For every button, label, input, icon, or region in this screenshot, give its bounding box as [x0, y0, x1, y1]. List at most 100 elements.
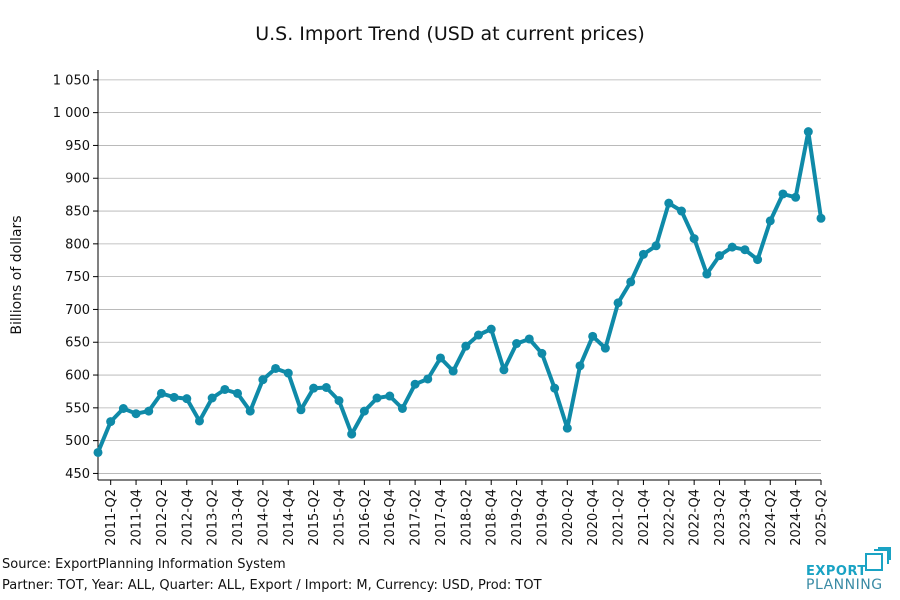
x-tick-label: 2014-Q4: [282, 489, 297, 546]
data-point: [296, 405, 306, 415]
data-point: [626, 277, 636, 287]
data-point: [613, 298, 623, 308]
y-tick-label: 900: [65, 172, 90, 187]
data-point: [803, 127, 813, 137]
x-tick-label: 2017-Q4: [434, 489, 449, 546]
exportplanning-logo: EXPORT PLANNING: [806, 546, 896, 594]
x-tick-label: 2016-Q2: [358, 489, 373, 546]
data-point: [118, 403, 128, 413]
x-tick-label: 2015-Q4: [333, 489, 348, 546]
x-tick-label: 2023-Q4: [738, 489, 753, 546]
data-point: [169, 392, 179, 402]
data-point: [334, 396, 344, 406]
data-point: [309, 383, 319, 393]
grid-lines: [98, 79, 821, 474]
y-tick-label: 700: [65, 303, 90, 318]
logo-word-planning: PLANNING: [806, 577, 883, 593]
x-tick-label: 2025-Q2: [815, 489, 830, 546]
chart-title: U.S. Import Trend (USD at current prices…: [255, 23, 645, 45]
y-tick-label: 1 050: [53, 73, 90, 88]
x-tick-label: 2020-Q2: [561, 489, 576, 546]
data-point: [359, 406, 369, 416]
data-point: [512, 339, 522, 349]
data-point: [537, 348, 547, 358]
source-note: Source: ExportPlanning Information Syste…: [2, 557, 286, 572]
data-point: [245, 406, 255, 416]
x-tick-label: 2012-Q4: [180, 489, 195, 546]
y-tick-label: 650: [65, 336, 90, 351]
data-point: [524, 334, 534, 344]
data-point: [347, 429, 357, 439]
y-tick-label: 850: [65, 205, 90, 220]
data-point: [258, 375, 268, 385]
data-point: [715, 251, 725, 261]
data-point: [638, 249, 648, 259]
data-point: [372, 393, 382, 403]
data-point: [765, 216, 775, 226]
axes: [97, 70, 821, 481]
y-axis-ticks: 450 500 550 600 650 700 750 800 850 900 950 1 000 1 …: [53, 73, 98, 482]
x-tick-label: 2023-Q2: [713, 489, 728, 546]
x-tick-label: 2022-Q4: [688, 489, 703, 546]
x-tick-label: 2024-Q2: [764, 489, 779, 546]
y-tick-label: 1 000: [53, 106, 90, 121]
data-point: [727, 242, 737, 252]
y-tick-label: 450: [65, 467, 90, 482]
data-point: [499, 365, 509, 375]
x-tick-label: 2019-Q2: [510, 489, 525, 546]
x-tick-label: 2020-Q4: [586, 489, 601, 546]
x-tick-label: 2019-Q4: [535, 489, 550, 546]
x-tick-label: 2012-Q2: [155, 489, 170, 546]
data-point: [144, 406, 154, 416]
data-point: [182, 394, 192, 404]
x-tick-label: 2021-Q4: [637, 489, 652, 546]
data-point: [474, 330, 484, 340]
data-point: [562, 423, 572, 433]
x-tick-label: 2013-Q2: [206, 489, 221, 546]
y-tick-label: 600: [65, 369, 90, 384]
y-tick-label: 800: [65, 237, 90, 252]
x-tick-label: 2018-Q4: [485, 489, 500, 546]
x-tick-label: 2011-Q4: [130, 489, 145, 546]
series-line: [96, 129, 823, 455]
y-tick-label: 950: [65, 139, 90, 154]
data-point: [676, 206, 686, 216]
data-point: [397, 403, 407, 413]
data-point: [233, 388, 243, 398]
x-tick-label: 2014-Q2: [256, 489, 271, 546]
y-axis-label: Billions of dollars: [9, 215, 25, 334]
x-tick-label: 2013-Q4: [231, 489, 246, 546]
data-point: [791, 192, 801, 202]
filter-note: Partner: TOT, Year: ALL, Quarter: ALL, E…: [2, 578, 542, 593]
data-point: [753, 255, 763, 265]
data-point: [664, 198, 674, 208]
data-point: [194, 416, 204, 426]
x-axis-ticks: 2011-Q2 2011-Q4 2012-Q2 2012-Q4 2013-Q2 2013-…: [104, 480, 830, 546]
data-point: [816, 213, 826, 223]
data-point: [423, 374, 433, 384]
x-tick-label: 2011-Q2: [104, 489, 119, 546]
data-point: [385, 391, 395, 401]
data-point: [106, 417, 116, 427]
x-tick-label: 2018-Q2: [459, 489, 474, 546]
data-point: [156, 388, 166, 398]
data-point: [461, 341, 471, 351]
logo-mark-icon: [865, 547, 891, 571]
y-tick-label: 500: [65, 434, 90, 449]
logo-word-export: EXPORT: [806, 564, 867, 579]
data-point: [740, 245, 750, 255]
x-tick-label: 2017-Q2: [409, 489, 424, 546]
data-point: [486, 324, 496, 334]
data-point: [448, 366, 458, 376]
data-point: [588, 331, 598, 341]
data-point: [207, 393, 217, 403]
data-point: [550, 383, 560, 393]
data-point: [702, 269, 712, 279]
series-imports: [93, 127, 826, 457]
data-point: [778, 189, 788, 199]
data-point: [220, 384, 230, 394]
x-tick-label: 2022-Q2: [662, 489, 677, 546]
data-point: [131, 409, 141, 419]
data-point: [600, 343, 610, 353]
